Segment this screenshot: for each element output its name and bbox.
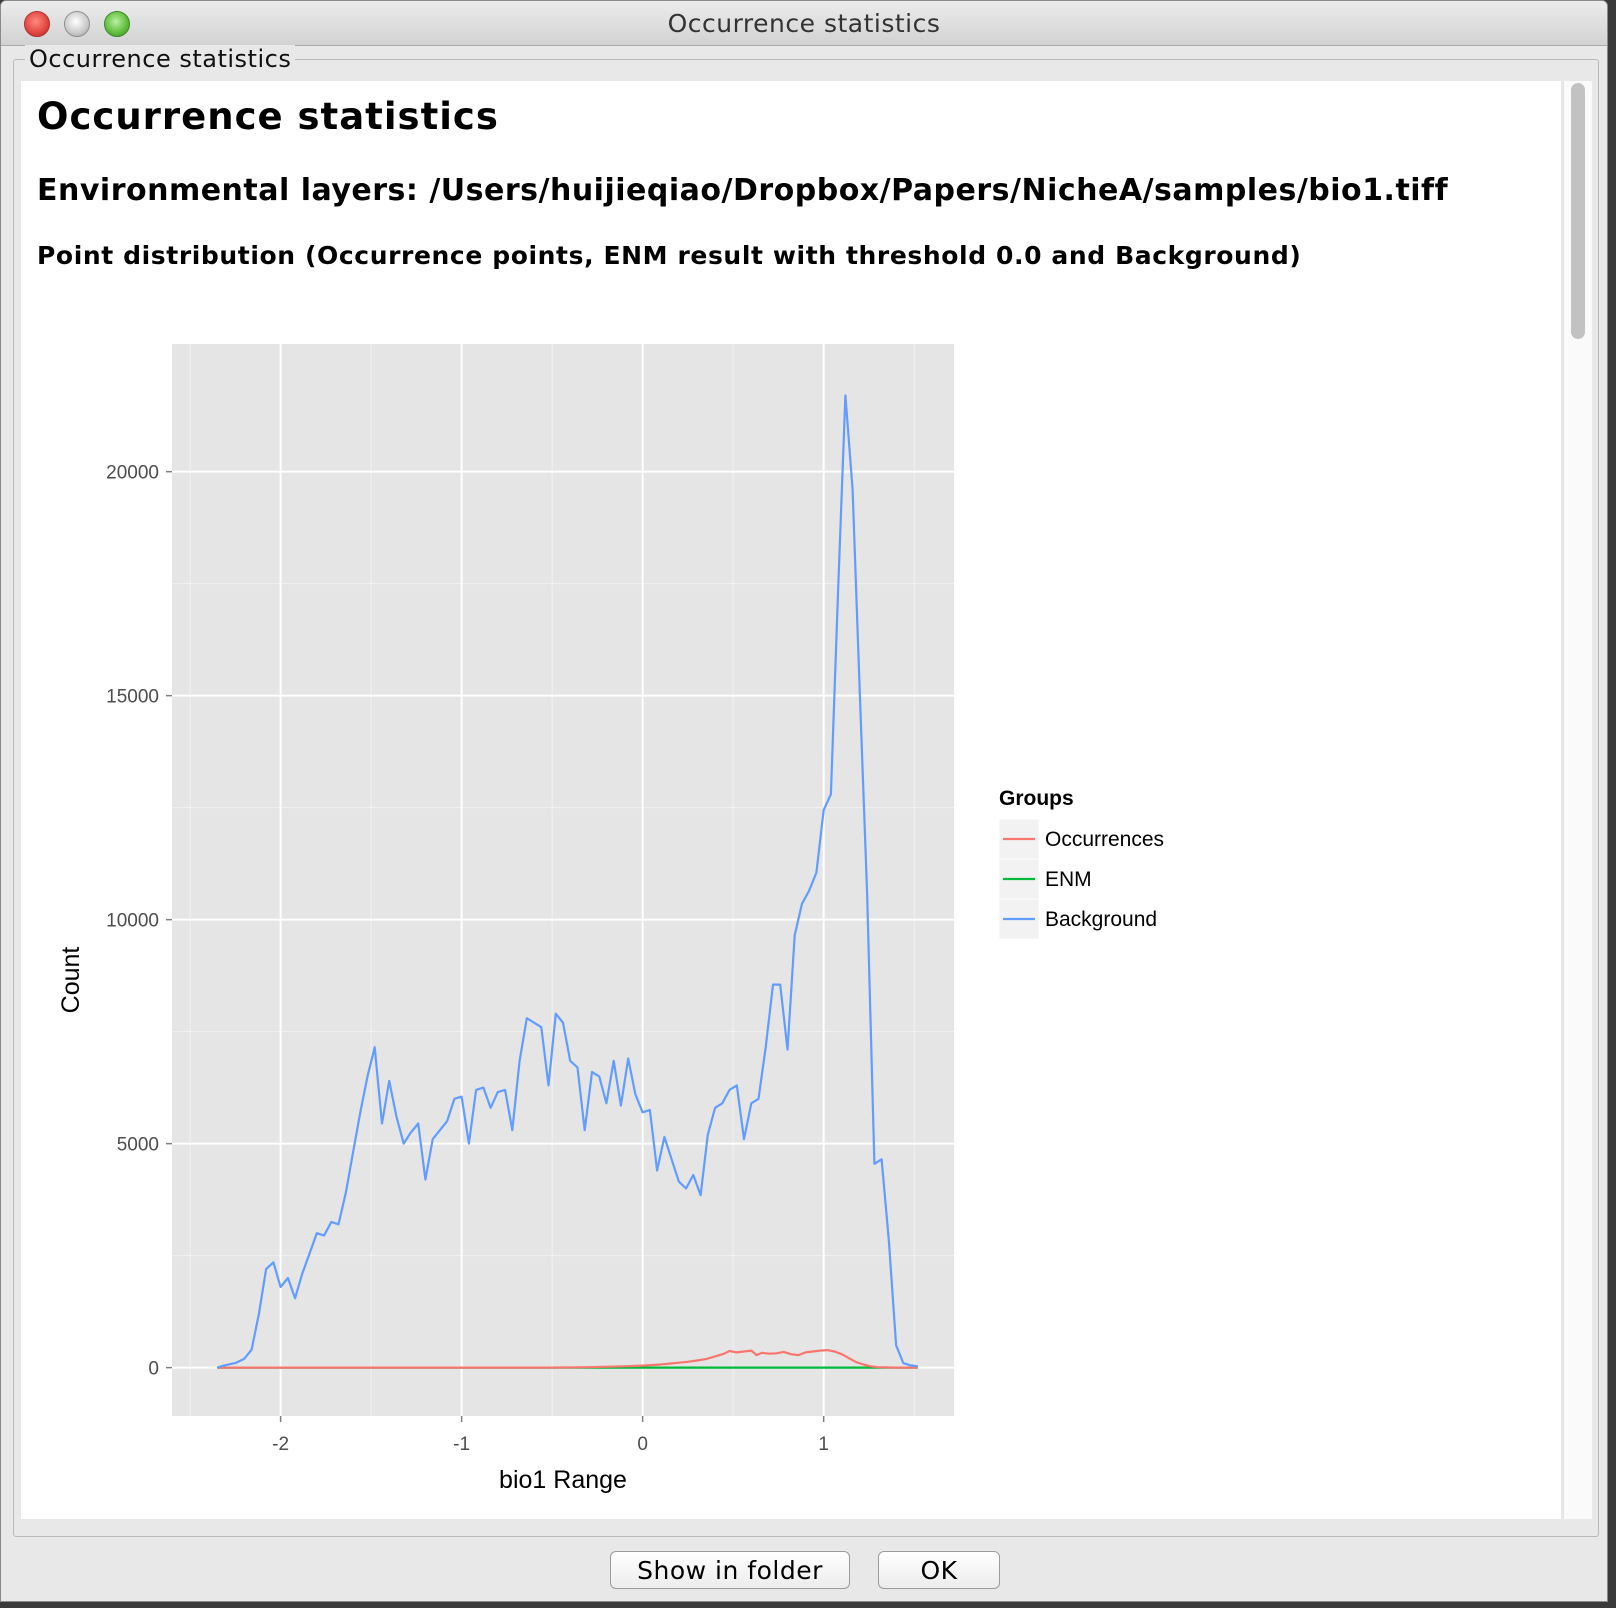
legend-label: ENM	[1045, 868, 1092, 891]
close-window-button[interactable]	[24, 11, 50, 37]
groupbox-label: Occurrence statistics	[25, 45, 296, 73]
vertical-scrollbar[interactable]	[1563, 81, 1592, 1519]
zoom-window-button[interactable]	[104, 11, 130, 37]
ok-button[interactable]: OK	[878, 1551, 1000, 1589]
x-axis-title: bio1 Range	[499, 1466, 627, 1494]
scrollbar-thumb[interactable]	[1571, 83, 1585, 339]
x-tick-label: 0	[637, 1434, 648, 1455]
x-tick-label: -2	[272, 1434, 289, 1455]
x-tick-label: 1	[818, 1434, 829, 1455]
y-tick-label: 0	[148, 1359, 159, 1380]
legend-label: Background	[1045, 908, 1157, 931]
title-bar: Occurrence statistics	[1, 1, 1607, 46]
series-line-occurrences	[217, 1348, 918, 1369]
report-heading: Occurrence statistics	[37, 95, 499, 138]
legend-label: Occurrences	[1045, 828, 1164, 851]
minimize-window-button[interactable]	[64, 11, 90, 37]
y-tick-label: 5000	[117, 1135, 159, 1156]
y-axis-title: Count	[57, 947, 85, 1014]
x-tick-label: -1	[453, 1434, 470, 1455]
line-chart: -2 -1 0 1 0 5000 10000 15000 20000 bio1 Range Coun…	[57, 344, 1164, 1494]
report-content: Occurrence statistics Environmental laye…	[21, 81, 1561, 1519]
report-groupbox	[13, 59, 1599, 1537]
y-tick-label: 20000	[106, 463, 159, 484]
legend-title: Groups	[999, 787, 1074, 810]
window-title: Occurrence statistics	[667, 9, 941, 38]
layers-heading: Environmental layers: /Users/huijieqiao/…	[37, 173, 1449, 208]
show-in-folder-button[interactable]: Show in folder	[610, 1551, 850, 1589]
y-tick-label: 10000	[106, 911, 159, 932]
series-line-background	[216, 394, 918, 1369]
y-tick-label: 15000	[106, 687, 159, 708]
distribution-heading: Point distribution (Occurrence points, E…	[37, 241, 1302, 270]
